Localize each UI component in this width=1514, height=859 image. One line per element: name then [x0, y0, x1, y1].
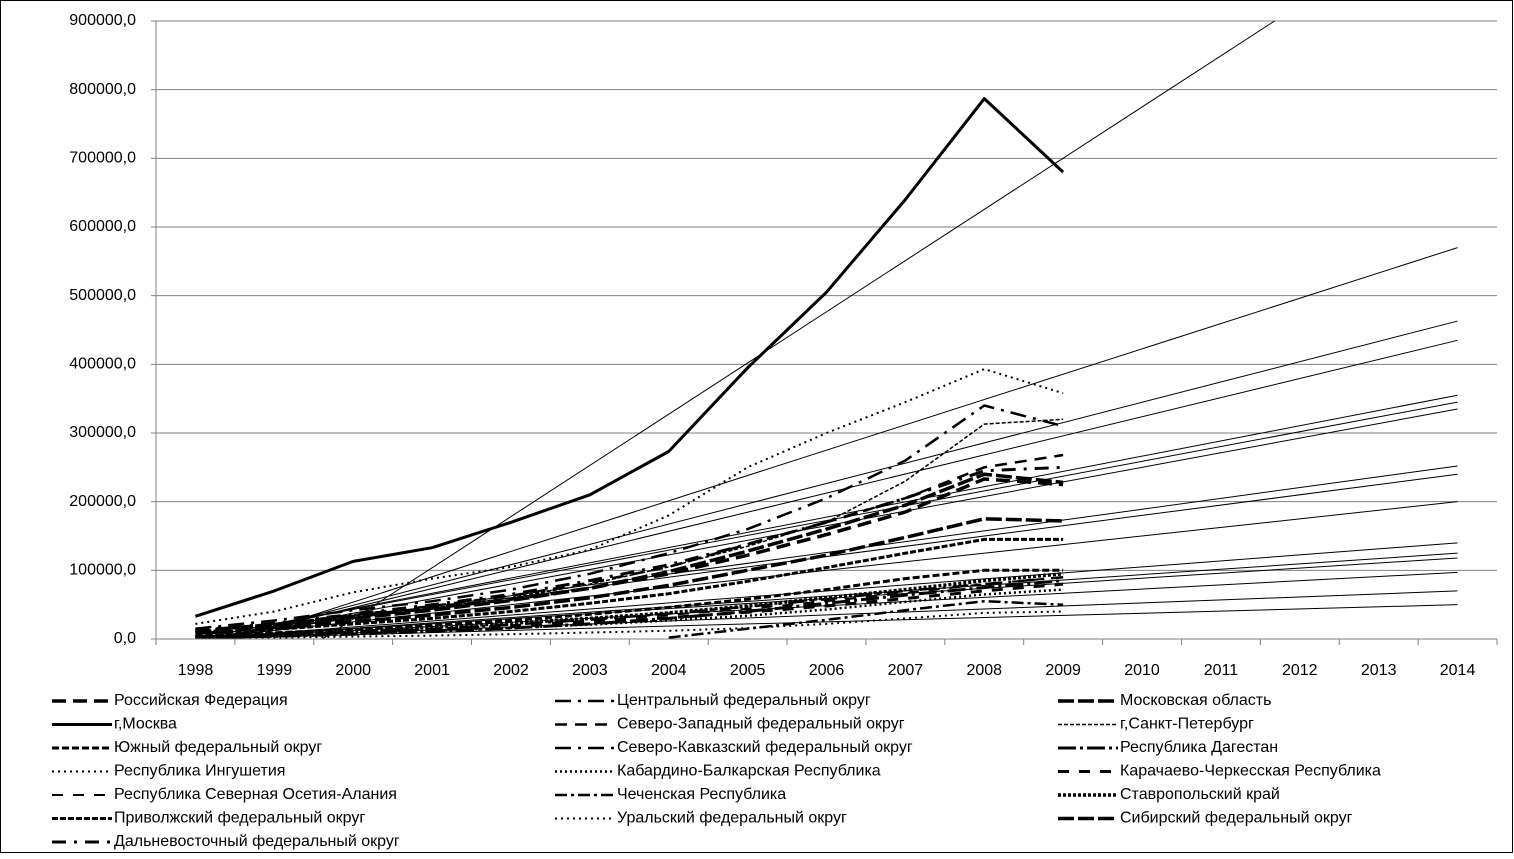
series-line: [195, 610, 1064, 639]
series-line: [195, 465, 1064, 632]
series-line: [195, 477, 1064, 633]
legend-label: г,Санкт-Петербург: [1120, 716, 1254, 733]
legend-label: Северо-Кавказский федеральный округ: [617, 739, 913, 756]
legend-label: Дальневосточный федеральный округ: [114, 833, 400, 850]
y-tick-label: 200000,0: [69, 493, 136, 510]
x-tick-label: 2008: [966, 662, 1002, 679]
x-tick-label: 2012: [1282, 662, 1318, 679]
x-tick-label: 2003: [572, 662, 608, 679]
legend-label: Северо-Западный федеральный округ: [617, 716, 905, 733]
series-line: [195, 576, 1064, 638]
y-tick-label: 400000,0: [69, 356, 136, 373]
x-tick-label: 2001: [414, 662, 450, 679]
trend-line: [195, 401, 1458, 639]
legend-label: Приволжский федеральный округ: [114, 810, 365, 827]
series-line: [195, 418, 1064, 633]
legend-label: Республика Ингушетия: [114, 763, 285, 780]
y-tick-label: 900000,0: [69, 12, 136, 29]
x-tick-label: 2009: [1045, 662, 1081, 679]
series-line: [195, 575, 1064, 639]
trend-line: [195, 394, 1458, 639]
series-line: [195, 368, 1064, 625]
x-tick-label: 2014: [1440, 662, 1476, 679]
legend-label: г,Москва: [114, 716, 177, 733]
legend-label: Южный федеральный округ: [114, 739, 322, 756]
legend-label: Ставропольский край: [1120, 786, 1280, 803]
x-tick-label: 2006: [809, 662, 845, 679]
y-tick-label: 700000,0: [69, 150, 136, 167]
trend-line: [236, 247, 1458, 639]
y-tick-label: 100000,0: [69, 562, 136, 579]
series-line: [195, 404, 1064, 630]
x-tick-label: 2010: [1124, 662, 1160, 679]
x-tick-label: 2005: [730, 662, 766, 679]
legend-label: Сибирский федеральный округ: [1120, 810, 1353, 827]
legend-label: Карачаево-Черкесская Республика: [1120, 763, 1381, 780]
legend-label: Московская область: [1120, 692, 1271, 709]
x-tick-label: 1998: [178, 662, 214, 679]
x-tick-label: 1999: [257, 662, 293, 679]
legend-label: Российская Федерация: [114, 692, 288, 709]
series-line: [195, 568, 1064, 638]
legend-label: Республика Дагестан: [1120, 739, 1278, 756]
series-line: [194, 97, 1065, 618]
legend-label: Центральный федеральный округ: [617, 692, 871, 709]
y-tick-label: 300000,0: [69, 424, 136, 441]
y-tick-label: 0,0: [114, 630, 136, 647]
series-line: [668, 599, 1064, 639]
x-tick-label: 2000: [335, 662, 371, 679]
legend-label: Кабардино-Балкарская Республика: [617, 763, 881, 780]
y-tick-label: 500000,0: [69, 287, 136, 304]
plot-area: [194, 21, 1458, 639]
legend: Российская Федерация Центральный федераль…: [52, 692, 1381, 850]
y-tick-label: 600000,0: [69, 218, 136, 235]
trend-line: [220, 320, 1458, 639]
trend-line: [221, 339, 1458, 639]
series-line: [195, 472, 1064, 634]
series-line: [195, 582, 1064, 639]
x-tick-label: 2007: [888, 662, 924, 679]
x-tick-label: 2011: [1204, 662, 1239, 679]
series-line: [195, 517, 1064, 635]
series-line: [195, 537, 1064, 635]
x-tick-label: 2004: [651, 662, 687, 679]
y-tick-label: 800000,0: [69, 81, 136, 98]
legend-label: Чеченская Республика: [617, 786, 786, 803]
legend-label: Уральский федеральный округ: [617, 810, 847, 827]
legend-label: Республика Северная Осетия-Алания: [114, 786, 397, 803]
axes: 0,0 100000,0 200000,0 300000,0 400000,0 50000…: [69, 12, 1498, 679]
series-line: [195, 572, 1064, 639]
x-tick-label: 2002: [493, 662, 529, 679]
x-tick-label: 2013: [1361, 662, 1397, 679]
